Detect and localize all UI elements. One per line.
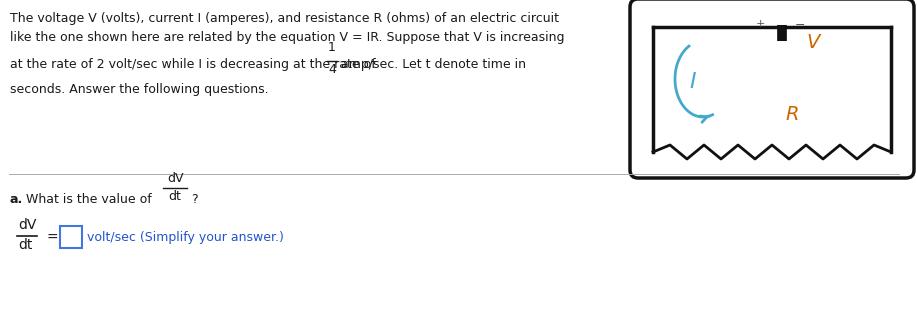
Text: seconds. Answer the following questions.: seconds. Answer the following questions. xyxy=(10,83,269,96)
Text: R: R xyxy=(785,105,799,124)
Text: −: − xyxy=(795,19,805,32)
Text: 4: 4 xyxy=(328,63,336,76)
Text: The voltage V (volts), current I (amperes), and resistance R (ohms) of an electr: The voltage V (volts), current I (ampere… xyxy=(10,12,559,25)
Text: dt: dt xyxy=(169,190,182,203)
Text: =: = xyxy=(46,231,58,245)
Text: a.: a. xyxy=(10,193,23,206)
Text: +: + xyxy=(756,19,765,29)
Text: What is the value of: What is the value of xyxy=(22,193,151,206)
Text: dt: dt xyxy=(18,238,32,252)
Text: V: V xyxy=(806,33,820,52)
Text: ?: ? xyxy=(191,193,198,206)
Text: dV: dV xyxy=(18,218,37,232)
FancyBboxPatch shape xyxy=(630,0,914,178)
Text: amp/sec. Let t denote time in: amp/sec. Let t denote time in xyxy=(341,58,526,71)
Text: 1: 1 xyxy=(328,41,336,54)
Bar xyxy=(60,226,82,248)
Text: at the rate of 2 volt/sec while I is decreasing at the rate of: at the rate of 2 volt/sec while I is dec… xyxy=(10,58,376,71)
Text: dV: dV xyxy=(167,172,183,185)
Text: like the one shown here are related by the equation V = IR. Suppose that V is in: like the one shown here are related by t… xyxy=(10,31,565,44)
Text: volt/sec (Simplify your answer.): volt/sec (Simplify your answer.) xyxy=(87,232,284,244)
Text: I: I xyxy=(690,72,696,92)
